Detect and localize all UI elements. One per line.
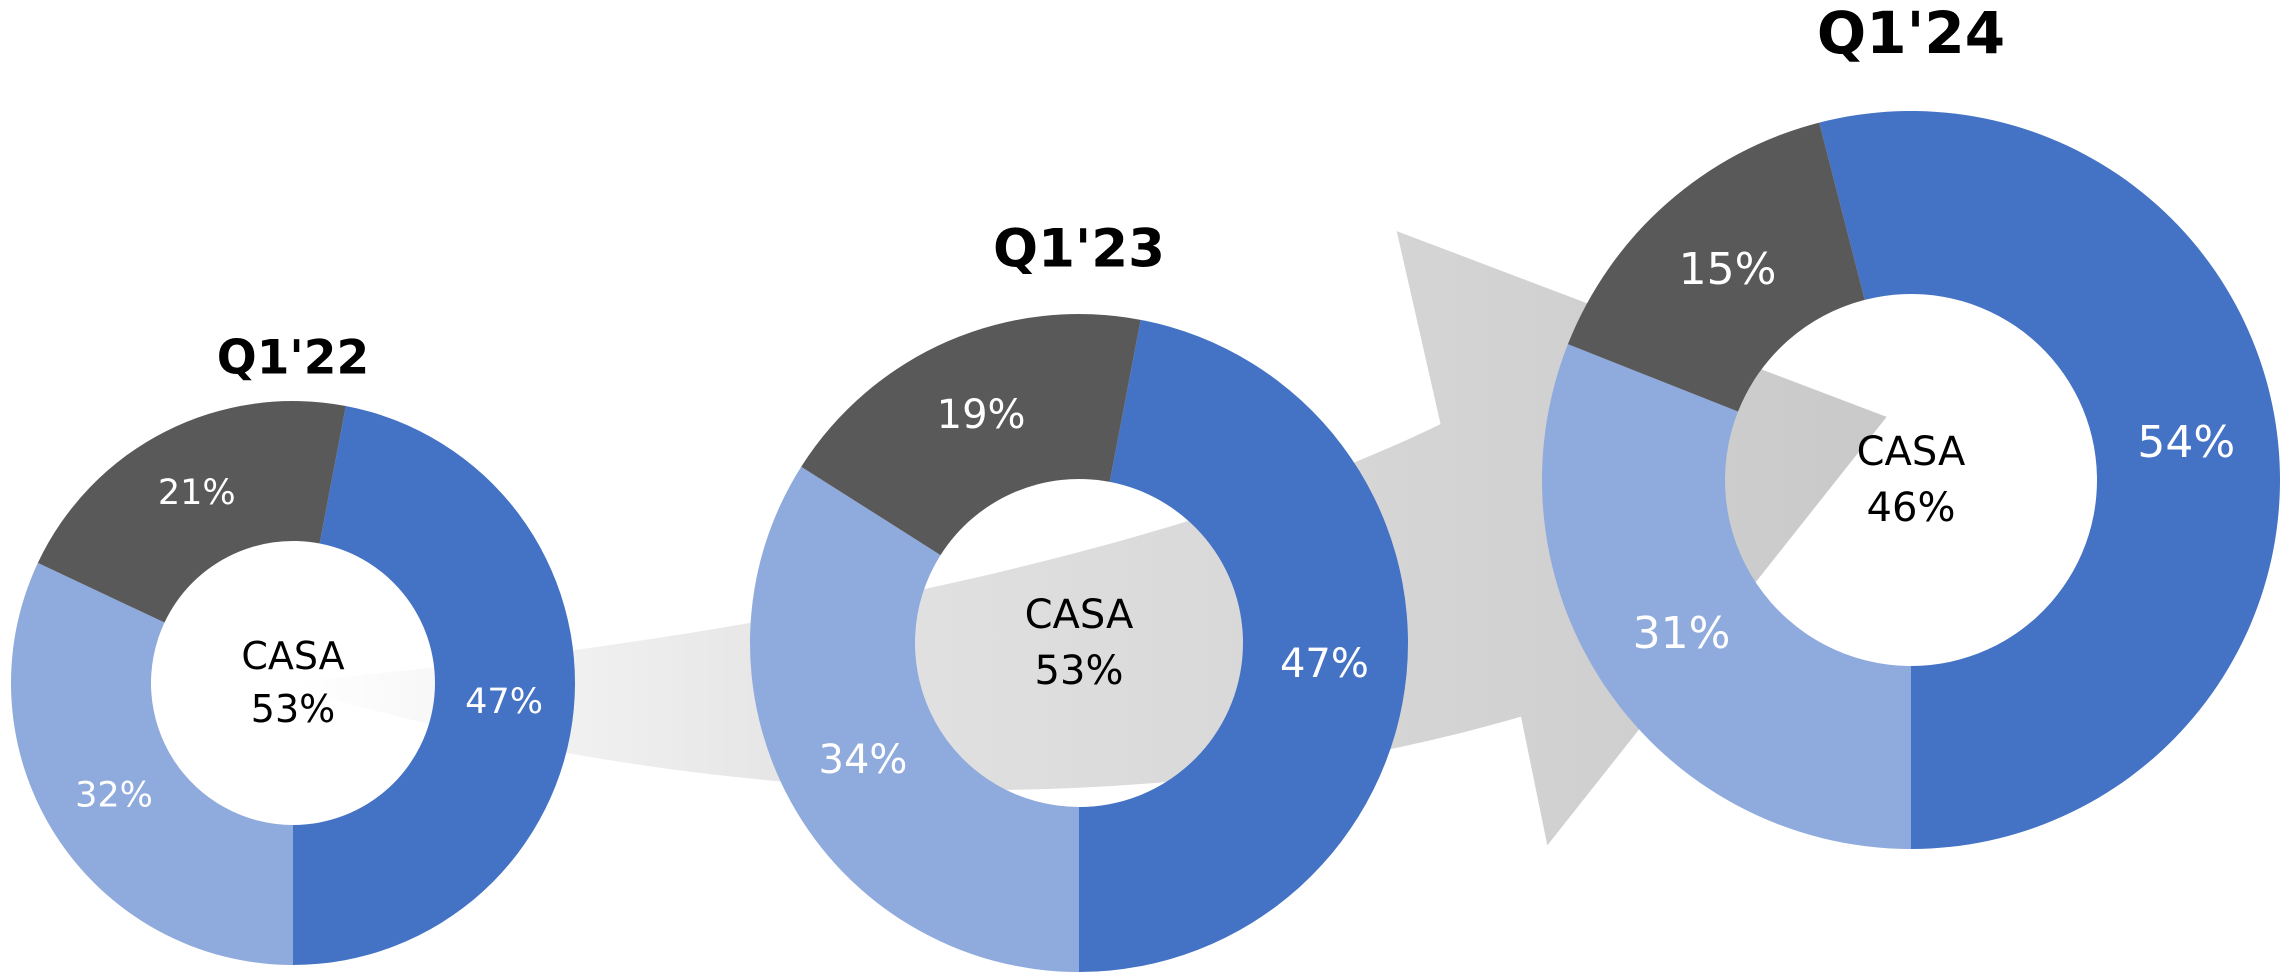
- data-label: 47%: [465, 682, 543, 722]
- data-label: 19%: [937, 392, 1026, 438]
- growth-arrow: [292, 231, 1887, 846]
- data-label: 15%: [1679, 244, 1777, 295]
- donut-segment: [1819, 110, 2280, 850]
- chart-title: Q1'24: [1817, 0, 2005, 67]
- donut-segment: [1567, 122, 1865, 412]
- donut-segment: [750, 466, 1079, 972]
- data-label: 32%: [75, 776, 153, 816]
- data-label: 47%: [1280, 641, 1369, 687]
- donut-segment: [293, 405, 575, 965]
- center-label: CASA: [241, 634, 344, 678]
- chart-title: Q1'22: [217, 331, 369, 386]
- center-value: 53%: [251, 687, 335, 731]
- data-label: 34%: [819, 737, 908, 783]
- center-value: 53%: [1035, 648, 1124, 694]
- donut-segment: [1541, 344, 1911, 849]
- donut-segment: [801, 314, 1141, 556]
- donut-segment: [1079, 319, 1408, 972]
- data-label: 54%: [2137, 417, 2235, 468]
- data-label: 31%: [1633, 608, 1731, 659]
- center-label: CASA: [1857, 429, 1966, 475]
- donut-segment: [11, 562, 294, 965]
- chart-title: Q1'23: [993, 219, 1165, 280]
- center-value: 46%: [1867, 485, 1956, 531]
- donut-segment: [37, 401, 346, 623]
- center-label: CASA: [1025, 592, 1134, 638]
- data-label: 21%: [158, 473, 236, 513]
- charts: Q1'22 47% 32% 21% CASA 53% Q1'23 47% 34% 19% CASA 5…: [11, 0, 2280, 972]
